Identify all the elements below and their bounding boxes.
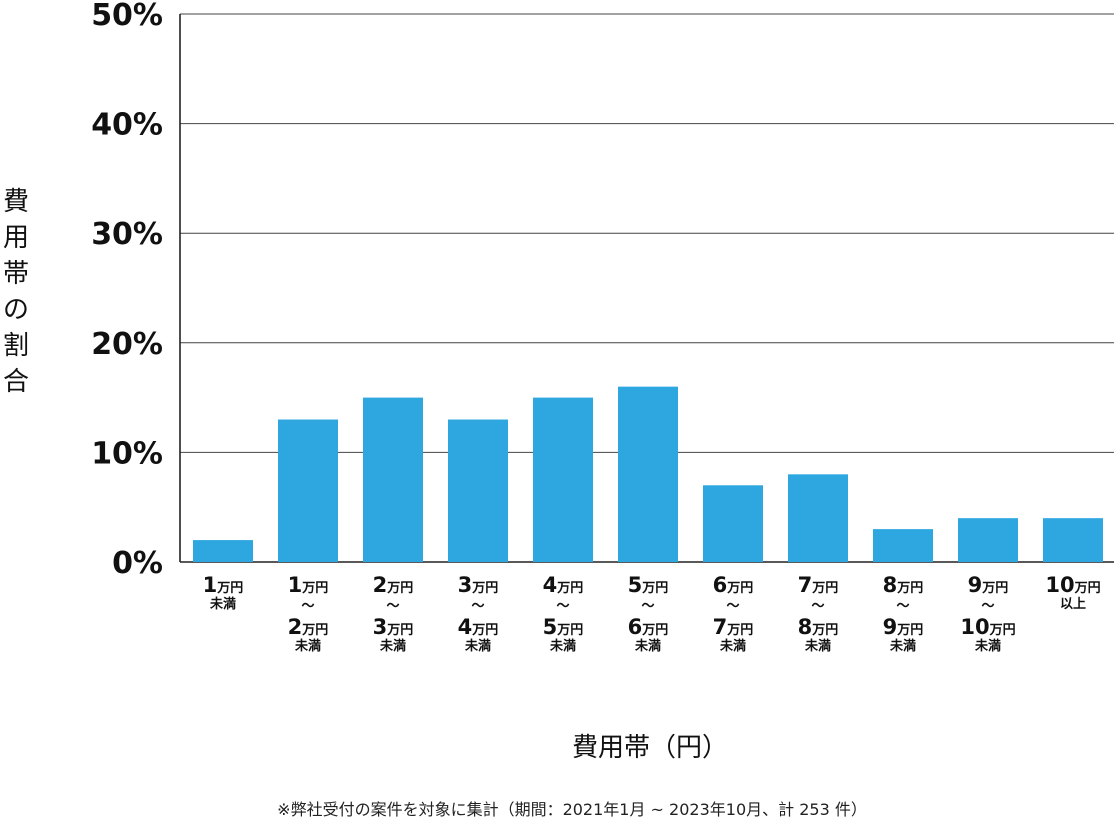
y-tick-label: 20%	[91, 327, 163, 362]
bar	[278, 419, 338, 562]
x-tick-line: 1万円	[203, 573, 244, 597]
x-tick-line: 未満	[974, 638, 1001, 654]
x-tick-line: 未満	[634, 638, 661, 654]
x-tick-line: 2万円	[288, 615, 329, 639]
x-tick-line: 7万円	[713, 615, 754, 639]
x-tick-line: 3万円	[458, 573, 499, 597]
x-tick-line: 10万円	[960, 615, 1015, 639]
x-tick-line: 8万円	[883, 573, 924, 597]
x-tick-line: 〜	[896, 599, 909, 614]
x-axis-label: 費用帯（円）	[572, 733, 728, 763]
bar	[788, 474, 848, 562]
x-tick-line: 〜	[556, 599, 569, 614]
x-tick-line: 〜	[301, 599, 314, 614]
bar	[193, 540, 253, 562]
x-tick-line: 10万円	[1045, 573, 1100, 597]
y-axis-label-char: 費	[3, 187, 29, 217]
footnote: ※弊社受付の案件を対象に集計（期間：2021年1月 ~ 2023年10月、計 2…	[277, 800, 867, 819]
x-tick-line: 8万円	[798, 615, 839, 639]
x-tick-line: 〜	[981, 599, 994, 614]
x-tick-line: 4万円	[543, 573, 584, 597]
x-tick-line: 9万円	[883, 615, 924, 639]
x-tick-line: 以上	[1060, 597, 1086, 612]
bars	[193, 386, 1103, 562]
x-tick-line: 6万円	[628, 615, 669, 639]
y-axis-label-char: 帯	[3, 259, 29, 289]
x-tick-line: 4万円	[458, 615, 499, 639]
x-tick-line: 7万円	[798, 573, 839, 597]
y-axis-label-char: 割	[3, 331, 29, 361]
x-tick-labels: 1万円未満1万円〜2万円未満2万円〜3万円未満3万円〜4万円未満4万円〜5万円未…	[203, 573, 1101, 654]
bar	[363, 397, 423, 562]
y-tick-label: 50%	[91, 0, 163, 33]
bar	[533, 397, 593, 562]
x-tick-line: 未満	[379, 638, 406, 654]
x-tick-line: 〜	[726, 599, 739, 614]
bar	[873, 529, 933, 562]
x-tick-line: 3万円	[373, 615, 414, 639]
y-tick-label: 30%	[91, 217, 163, 252]
x-tick-line: 5万円	[543, 615, 584, 639]
bar	[448, 419, 508, 562]
x-tick-line: 未満	[719, 638, 746, 654]
x-tick-line: 1万円	[288, 573, 329, 597]
x-tick-line: 2万円	[373, 573, 414, 597]
x-tick-line: 未満	[549, 638, 576, 654]
x-tick-line: 未満	[804, 638, 831, 654]
bar	[958, 518, 1018, 562]
y-axis-label-char: 合	[3, 367, 29, 397]
y-tick-label: 40%	[91, 108, 163, 143]
x-tick-line: 5万円	[628, 573, 669, 597]
bar	[703, 485, 763, 562]
x-tick-line: 9万円	[968, 573, 1009, 597]
y-tick-label: 10%	[91, 436, 163, 471]
x-tick-line: 未満	[294, 638, 321, 654]
y-tick-labels: 0% 10% 20% 30% 40% 50%	[91, 0, 163, 581]
y-axis-label-char: 用	[3, 223, 29, 253]
x-tick-line: 〜	[471, 599, 484, 614]
x-tick-line: 〜	[641, 599, 654, 614]
x-tick-line: 〜	[386, 599, 399, 614]
x-tick-line: 6万円	[713, 573, 754, 597]
x-tick-line: 未満	[889, 638, 916, 654]
x-tick-line: 未満	[464, 638, 491, 654]
x-tick-line: 〜	[811, 599, 824, 614]
bar	[618, 386, 678, 562]
x-tick-line: 未満	[209, 596, 236, 612]
y-tick-label: 0%	[112, 546, 163, 581]
bar	[1043, 518, 1103, 562]
y-axis-label-char: の	[3, 295, 29, 325]
